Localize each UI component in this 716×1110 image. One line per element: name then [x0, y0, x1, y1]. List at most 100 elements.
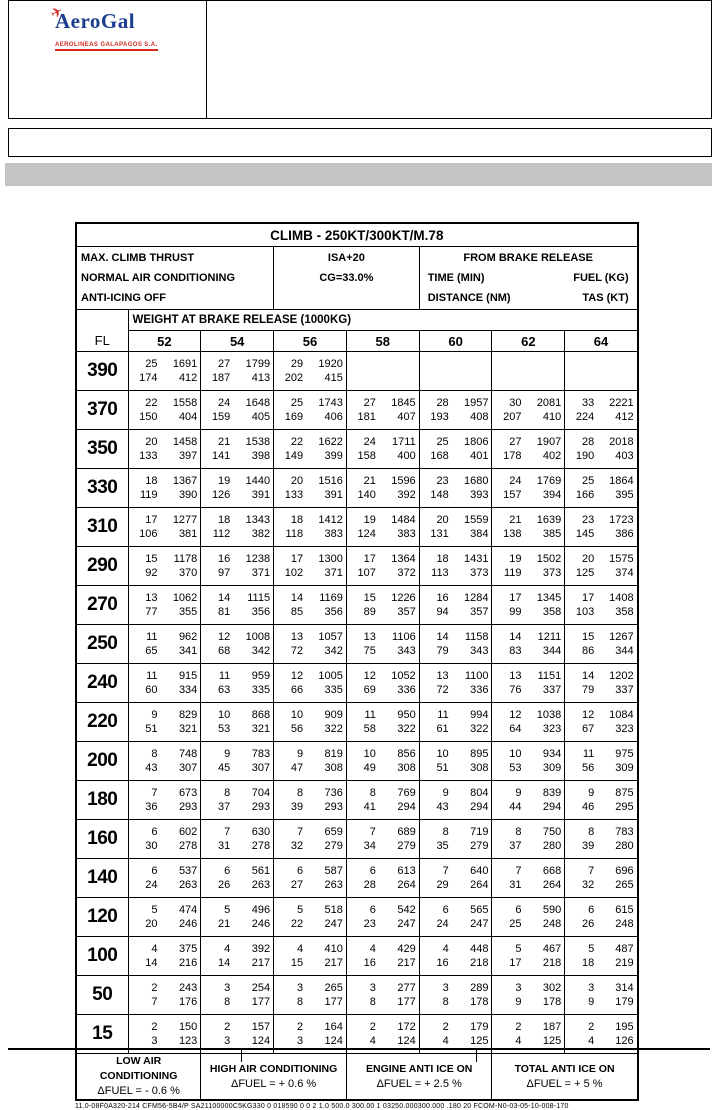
- distance-tas-pair: 66 335: [277, 683, 343, 697]
- time-value: 19: [363, 514, 376, 526]
- fuel-value: 1300: [318, 553, 343, 565]
- fuel-value: 590: [542, 904, 562, 916]
- distance-value: 14: [145, 957, 158, 969]
- data-cell: 6 537 24 263: [127, 858, 202, 898]
- tas-value: 392: [397, 489, 416, 501]
- time-value: 13: [145, 592, 158, 604]
- distance-value: 140: [357, 489, 376, 501]
- data-cell: 11 962 65 341: [127, 624, 202, 664]
- time-fuel-pair: 2 172: [350, 1020, 416, 1034]
- distance-value: 41: [363, 801, 376, 813]
- fuel-value: 1440: [245, 475, 271, 487]
- tas-value: 394: [542, 489, 562, 501]
- distance-value: 53: [218, 723, 231, 735]
- data-cell: 4 392 14 217: [200, 936, 275, 976]
- flight-level-value: 200: [75, 741, 129, 781]
- fuel-value: 1639: [536, 514, 562, 526]
- data-cell: 7 659 32 279: [273, 819, 347, 859]
- time-fuel-pair: 6 602: [132, 825, 197, 839]
- data-cell: 5 496 21 246: [200, 897, 275, 937]
- tas-value: 404: [178, 411, 198, 423]
- data-cell: 25 1691 174 412: [127, 351, 202, 391]
- time-fuel-pair: 15 1267: [568, 630, 634, 644]
- tas-value: 279: [470, 840, 489, 852]
- fuel-value: 1458: [172, 436, 198, 448]
- tas-value: 357: [397, 606, 416, 618]
- fuel-value: 195: [615, 1021, 634, 1033]
- fuel-value: 719: [470, 826, 489, 838]
- time-value: 12: [509, 709, 522, 721]
- distance-tas-pair: 181 407: [350, 410, 416, 424]
- time-value: 4: [151, 943, 158, 955]
- distance-value: 16: [436, 957, 449, 969]
- fuel-value: 1558: [172, 397, 198, 409]
- time-fuel-pair: 29 1920: [277, 357, 343, 371]
- distance-tas-pair: 107 372: [350, 566, 416, 580]
- data-cell: 23 1680 148 393: [418, 468, 493, 508]
- tas-value: 390: [178, 489, 198, 501]
- data-cell: 2 243 7 176: [127, 975, 202, 1015]
- fuel-value: 829: [178, 709, 198, 721]
- flight-level-value: 160: [75, 819, 129, 859]
- distance-tas-pair: 44 294: [495, 800, 561, 814]
- fuel-value: 1723: [609, 514, 634, 526]
- fuel-value: 1907: [536, 436, 562, 448]
- footer-delta-fuel-value: ΔFUEL = + 5 %: [526, 1077, 603, 1090]
- distance-tas-pair: 56 322: [277, 722, 343, 736]
- data-cell: 13 1057 72 342: [273, 624, 347, 664]
- tas-value: 293: [178, 801, 198, 813]
- tas-value: 357: [470, 606, 489, 618]
- fuel-value: 375: [178, 943, 198, 955]
- flight-level-value: 350: [75, 429, 129, 469]
- time-fuel-pair: 9 819: [277, 747, 343, 761]
- time-value: 3: [588, 982, 595, 994]
- distance-value: 16: [363, 957, 376, 969]
- time-fuel-pair: 2 157: [204, 1020, 270, 1034]
- distance-tas-pair: 131 384: [423, 527, 488, 541]
- data-cell: 5 518 22 247: [273, 897, 347, 937]
- fuel-value: 1516: [318, 475, 343, 487]
- distance-tas-pair: 46 295: [568, 800, 634, 814]
- table-row: 100 4 375 14 216 4 392 14 217 4 410 15 217 4 429 16 217 4…: [75, 936, 639, 976]
- data-cell: 7 668 31 264: [491, 858, 566, 898]
- data-cell: 17 1277 106 381: [127, 507, 202, 547]
- distance-tas-pair: 26 248: [568, 917, 634, 931]
- time-value: 12: [582, 709, 595, 721]
- distance-value: 37: [218, 801, 231, 813]
- distance-value: 39: [582, 840, 595, 852]
- fuel-value: 615: [615, 904, 634, 916]
- tas-value: 395: [615, 489, 634, 501]
- fuel-value: 150: [178, 1021, 198, 1033]
- tas-value: 265: [615, 879, 634, 891]
- data-cell: 9 829 51 321: [127, 702, 202, 742]
- condition-text: NORMAL AIR CONDITIONING: [81, 272, 235, 284]
- fuel-value: 1052: [391, 670, 416, 682]
- distance-tas-pair: 158 400: [350, 449, 416, 463]
- time-value: 11: [582, 748, 595, 760]
- fuel-value: 1277: [172, 514, 198, 526]
- time-value: 10: [290, 709, 304, 721]
- data-cell: 10 909 56 322: [273, 702, 347, 742]
- fuel-value: 1538: [245, 436, 271, 448]
- distance-tas-pair: 119 373: [495, 566, 561, 580]
- time-value: 30: [509, 397, 522, 409]
- tas-value: 321: [251, 723, 271, 735]
- flight-level-value: 310: [75, 507, 129, 547]
- time-value: 20: [582, 553, 595, 565]
- fuel-value: 1100: [464, 670, 489, 682]
- time-fuel-pair: 17 1345: [495, 591, 561, 605]
- distance-tas-pair: 43 307: [132, 761, 197, 775]
- footer-rule-cell: [242, 1050, 477, 1062]
- fuel-value: 1211: [537, 631, 562, 643]
- tas-value: 381: [178, 528, 198, 540]
- distance-tas-pair: 106 381: [132, 527, 198, 541]
- distance-tas-pair: 58 322: [350, 722, 416, 736]
- time-fuel-pair: 19 1502: [495, 552, 561, 566]
- distance-value: 131: [430, 528, 449, 540]
- fuel-value: 1364: [391, 553, 416, 565]
- distance-tas-pair: 51 308: [423, 761, 488, 775]
- time-value: 2: [369, 1021, 376, 1033]
- distance-tas-pair: 207 410: [495, 410, 561, 424]
- time-fuel-pair: 11 975: [568, 747, 634, 761]
- data-cell: 21 1639 138 385: [491, 507, 566, 547]
